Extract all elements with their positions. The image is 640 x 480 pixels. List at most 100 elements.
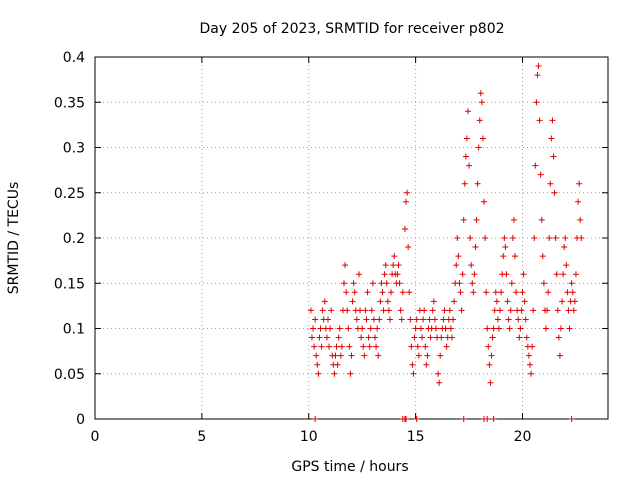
x-axis-label: GPS time / hours [291,459,408,475]
data-point [577,216,584,223]
data-point [562,235,569,241]
data-point [447,325,454,332]
data-point [482,235,489,241]
data-point [575,198,582,205]
data-point [546,235,553,241]
data-point [490,416,497,422]
data-point [397,307,404,314]
data-point [534,72,541,79]
data-point [333,343,340,350]
data-point [346,343,353,350]
data-point [464,108,471,115]
data-point [368,307,375,314]
data-point [460,416,467,422]
data-point [359,325,366,332]
data-point [399,289,406,296]
data-point [550,153,557,160]
data-point [357,307,364,314]
data-point [451,298,458,305]
data-point [461,180,468,187]
data-point [437,352,444,359]
data-point [426,316,433,323]
x-tick-label: 15 [407,429,425,445]
data-point [578,235,585,241]
data-point [311,343,318,350]
data-point [484,325,491,332]
data-point [497,307,504,314]
data-point [489,334,496,341]
data-point [466,162,473,169]
data-point [335,334,342,341]
data-point [569,289,576,296]
data-point [476,117,483,124]
data-point [503,271,510,278]
data-point [372,334,379,341]
data-point [463,135,470,142]
x-tick-marks: 0 5 10 15 20 [91,57,532,445]
data-point [539,253,546,260]
y-axis-label: SRMTID / TECUs [6,182,22,295]
data-point [396,280,403,287]
data-point [443,343,450,350]
data-point [446,307,453,314]
data-point [458,307,465,314]
data-point [319,307,326,314]
data-point [479,135,486,142]
data-point [508,280,515,287]
data-point [531,235,538,241]
data-point [436,379,443,386]
data-point [421,307,428,314]
data-point [470,289,477,296]
data-point [321,298,328,305]
data-point [571,298,578,305]
data-point [420,316,427,323]
data-point [484,416,491,422]
data-point [566,325,573,332]
data-point [360,343,367,350]
data-point [510,216,517,223]
data-point [518,307,525,314]
data-point [395,262,402,269]
data-point [362,307,369,314]
data-point [563,262,570,269]
data-point [536,117,543,124]
data-point [310,325,317,332]
data-point [375,352,382,359]
data-point [551,189,558,196]
data-point [529,343,536,350]
data-point [472,244,479,251]
data-point [515,316,522,323]
data-point [351,289,358,296]
data-point [522,316,529,323]
data-point [353,316,360,323]
data-point [377,298,384,305]
y-tick-label: 0.35 [54,95,85,111]
data-point [456,280,463,287]
data-point [459,271,466,278]
data-point [318,343,325,350]
data-point [517,325,524,332]
data-point [394,271,401,278]
data-point [512,253,519,260]
data-point [568,416,575,422]
data-point [338,343,345,350]
data-point [454,235,461,241]
y-tick-label: 0 [76,412,85,428]
data-point [410,370,417,377]
data-point [383,280,390,287]
data-point [378,280,385,287]
data-point [381,271,388,278]
data-point [549,117,556,124]
data-point [307,307,314,314]
data-point [471,271,478,278]
data-point [367,325,374,332]
y-tick-label: 0.3 [63,141,85,157]
x-tick-label: 10 [300,429,318,445]
data-point [477,90,484,97]
x-tick-label: 20 [514,429,532,445]
data-point [313,352,320,359]
data-point [505,316,512,323]
data-point [431,316,438,323]
data-point [500,253,507,260]
data-point [405,244,412,251]
